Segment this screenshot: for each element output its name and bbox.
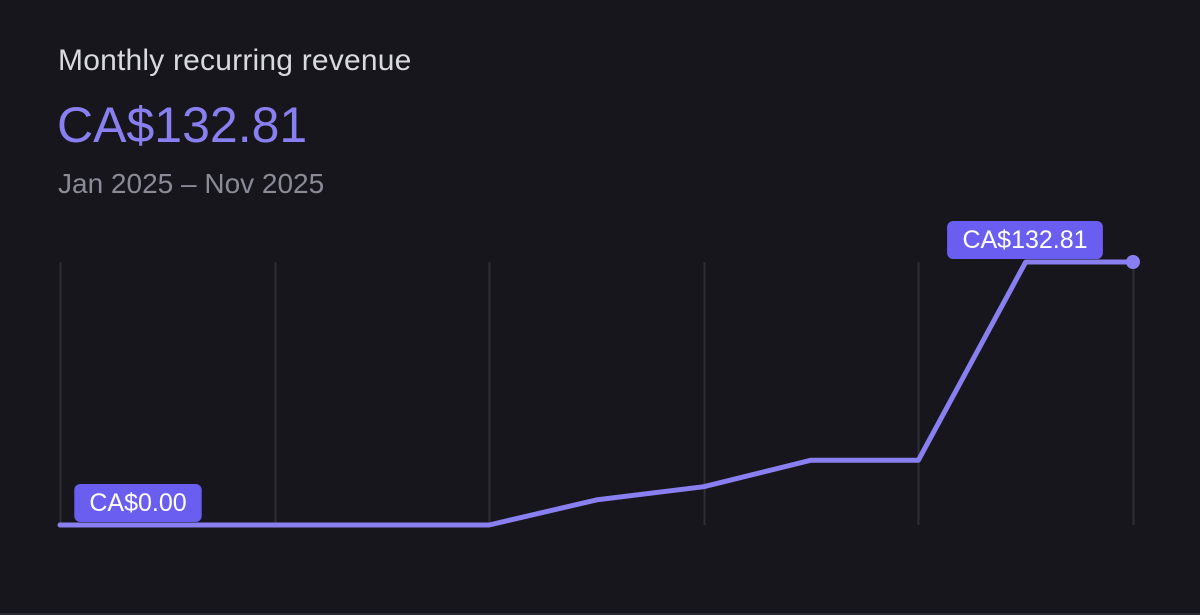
label-start-bg bbox=[74, 484, 202, 522]
data-point-2025-09 bbox=[916, 458, 921, 463]
data-point-2025-08 bbox=[809, 458, 814, 463]
current-value: CA$132.81 bbox=[57, 97, 308, 153]
label-start: CA$0.00 bbox=[74, 484, 202, 522]
data-point-2025-05 bbox=[487, 523, 492, 528]
series-line bbox=[57, 259, 1136, 528]
data-point-2025-01 bbox=[58, 523, 63, 528]
label-start-text: CA$0.00 bbox=[89, 489, 186, 517]
card-title: Monthly recurring revenue bbox=[58, 44, 412, 77]
label-end-text: CA$132.81 bbox=[962, 226, 1087, 254]
label-end-bg bbox=[947, 221, 1103, 259]
data-point-2025-07 bbox=[701, 484, 706, 489]
date-range: Jan 2025 – Nov 2025 bbox=[58, 168, 325, 199]
data-point-2025-04 bbox=[379, 523, 384, 528]
data-point-2025-11 bbox=[1126, 255, 1140, 269]
divider bbox=[0, 613, 1200, 615]
label-end: CA$132.81 bbox=[947, 221, 1103, 259]
data-point-2025-10 bbox=[1023, 260, 1028, 265]
data-point-2025-03 bbox=[272, 523, 277, 528]
data-point-2025-06 bbox=[594, 497, 599, 502]
data-point-2025-02 bbox=[165, 523, 170, 528]
